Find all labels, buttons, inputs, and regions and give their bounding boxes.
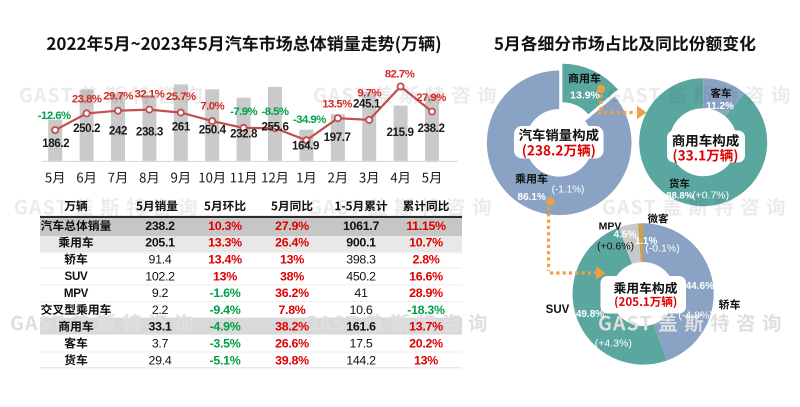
svg-text:32.1%: 32.1%: [135, 88, 165, 100]
svg-text:-8.5%: -8.5%: [261, 106, 288, 118]
svg-text:(-1.1%): (-1.1%): [552, 185, 585, 196]
svg-text:144.2: 144.2: [346, 353, 376, 367]
svg-text:102.2: 102.2: [145, 269, 175, 283]
svg-text:2.8%: 2.8%: [412, 253, 439, 267]
svg-text:250.4: 250.4: [199, 124, 227, 137]
svg-text:13%: 13%: [280, 253, 304, 267]
svg-text:9.2: 9.2: [152, 286, 169, 300]
svg-text:197.7: 197.7: [324, 131, 351, 144]
svg-text:10.3%: 10.3%: [208, 219, 242, 233]
svg-text:44.6%: 44.6%: [686, 281, 714, 292]
svg-text:4.5%: 4.5%: [614, 230, 637, 241]
svg-text:245.1: 245.1: [353, 97, 381, 110]
svg-text:900.1: 900.1: [346, 236, 376, 250]
svg-text:9.7%: 9.7%: [357, 88, 381, 100]
svg-text:86.1%: 86.1%: [518, 192, 546, 203]
svg-text:49.8%: 49.8%: [576, 309, 604, 320]
svg-text:13%: 13%: [414, 353, 438, 367]
svg-text:-4.9%: -4.9%: [210, 320, 241, 334]
svg-text:-12.6%: -12.6%: [38, 110, 71, 122]
svg-text:161.6: 161.6: [346, 320, 376, 334]
svg-text:(+0.7%): (+0.7%): [692, 190, 729, 202]
svg-text:-18.3%: -18.3%: [407, 303, 445, 317]
svg-text:238.3: 238.3: [136, 126, 164, 139]
svg-text:17.5: 17.5: [350, 337, 373, 351]
svg-text:-3.5%: -3.5%: [210, 337, 241, 351]
svg-text:27.9%: 27.9%: [275, 219, 309, 233]
svg-text:250.2: 250.2: [73, 122, 100, 135]
svg-text:26.6%: 26.6%: [275, 337, 309, 351]
svg-text:7.0%: 7.0%: [200, 101, 224, 113]
svg-text:39.8%: 39.8%: [275, 353, 309, 367]
svg-text:13.3%: 13.3%: [208, 236, 242, 250]
svg-text:MPV: MPV: [599, 221, 622, 233]
svg-text:164.9: 164.9: [292, 139, 320, 152]
svg-text:13%: 13%: [213, 269, 237, 283]
svg-text:SUV: SUV: [65, 270, 89, 283]
svg-text:(+4.3%): (+4.3%): [595, 337, 632, 349]
svg-text:MPV: MPV: [64, 287, 89, 300]
svg-text:(+0.6%): (+0.6%): [597, 241, 634, 253]
svg-text:-9.4%: -9.4%: [210, 303, 241, 317]
svg-text:13.9%: 13.9%: [570, 90, 600, 102]
svg-text:29.4: 29.4: [149, 353, 172, 367]
svg-text:398.3: 398.3: [346, 253, 376, 267]
svg-text:88.8%: 88.8%: [666, 190, 693, 201]
svg-text:36.2%: 36.2%: [275, 286, 309, 300]
svg-text:41: 41: [354, 286, 368, 300]
svg-text:28.9%: 28.9%: [409, 286, 443, 300]
svg-text:-5.1%: -5.1%: [210, 353, 241, 367]
svg-text:23.8%: 23.8%: [72, 93, 102, 105]
svg-text:205.1: 205.1: [145, 236, 175, 250]
svg-text:26.4%: 26.4%: [275, 236, 309, 250]
svg-text:(-0.1%): (-0.1%): [645, 243, 679, 255]
svg-text:82.7%: 82.7%: [385, 69, 415, 81]
svg-text:11.15%: 11.15%: [406, 219, 446, 233]
svg-text:3.7: 3.7: [152, 337, 169, 351]
svg-text:10.7%: 10.7%: [409, 236, 443, 250]
svg-text:(-4.8%): (-4.8%): [678, 310, 712, 322]
svg-text:450.2: 450.2: [346, 269, 376, 283]
svg-text:-7.9%: -7.9%: [230, 106, 257, 118]
svg-text:SUV: SUV: [546, 304, 570, 316]
svg-text:11.2%: 11.2%: [706, 101, 734, 112]
svg-text:-34.9%: -34.9%: [293, 114, 326, 126]
svg-text:2.2: 2.2: [152, 303, 169, 317]
svg-text:261: 261: [172, 121, 191, 134]
svg-text:33.1: 33.1: [149, 320, 172, 334]
svg-text:-1.6%: -1.6%: [210, 286, 241, 300]
svg-text:255.6: 255.6: [261, 121, 289, 134]
svg-text:186.2: 186.2: [42, 137, 69, 150]
svg-text:215.9: 215.9: [386, 126, 414, 139]
svg-text:13.4%: 13.4%: [208, 253, 242, 267]
svg-text:27.9%: 27.9%: [416, 92, 446, 104]
svg-text:238.2: 238.2: [145, 219, 175, 233]
svg-text:1061.7: 1061.7: [343, 219, 380, 233]
svg-text:7.8%: 7.8%: [278, 303, 305, 317]
svg-text:29.7%: 29.7%: [103, 91, 133, 103]
svg-text:1.1%: 1.1%: [635, 236, 658, 247]
svg-text:16.6%: 16.6%: [409, 269, 443, 283]
svg-text:13.7%: 13.7%: [409, 320, 443, 334]
svg-text:25.7%: 25.7%: [166, 91, 196, 103]
svg-text:20.2%: 20.2%: [409, 337, 443, 351]
svg-text:242: 242: [109, 125, 127, 138]
svg-text:232.8: 232.8: [230, 128, 258, 141]
svg-text:38.2%: 38.2%: [275, 320, 309, 334]
svg-text:38%: 38%: [280, 269, 304, 283]
svg-text:238.2: 238.2: [417, 122, 444, 135]
svg-text:10.6: 10.6: [350, 303, 373, 317]
svg-text:13.5%: 13.5%: [322, 98, 352, 110]
svg-text:91.4: 91.4: [149, 253, 172, 267]
